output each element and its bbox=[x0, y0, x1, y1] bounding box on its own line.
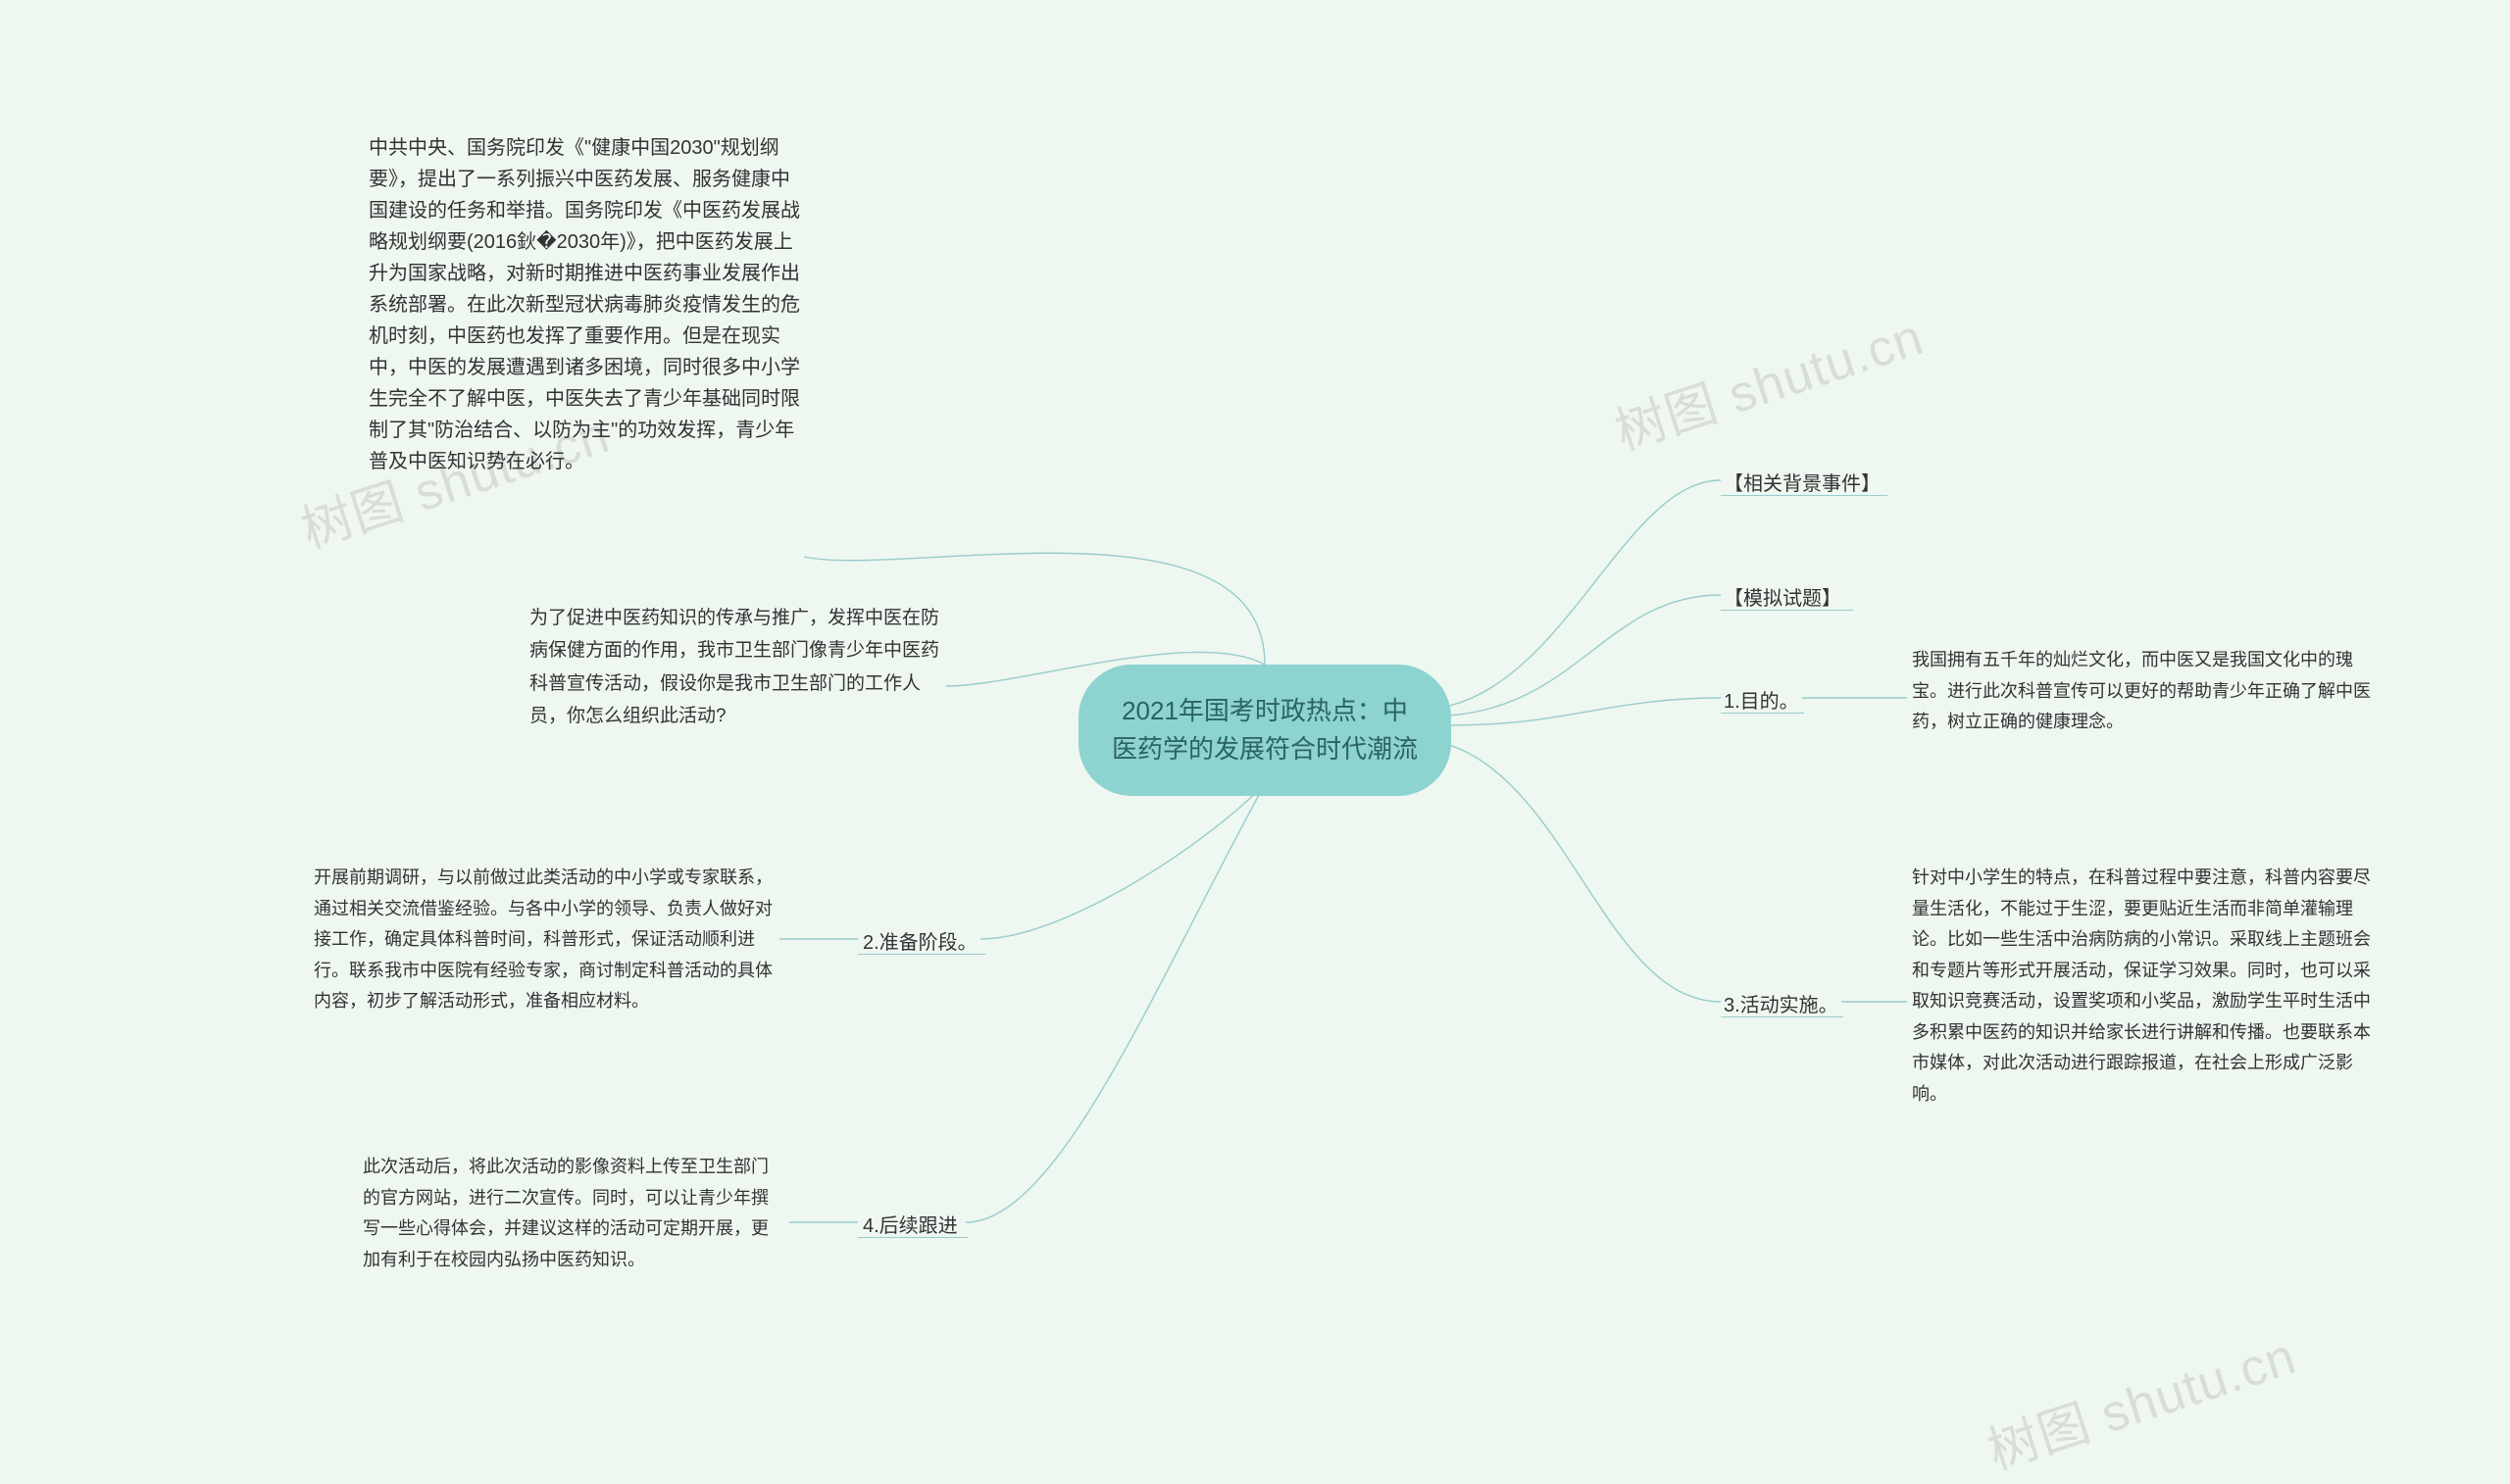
branch-underline bbox=[858, 1237, 968, 1238]
branch-implementation[interactable]: 3.活动实施。 bbox=[1724, 990, 1838, 1022]
branch-underline bbox=[1721, 713, 1804, 714]
branch-underline bbox=[1721, 495, 1887, 496]
edge bbox=[1449, 745, 1721, 1002]
branch-mock[interactable]: 【模拟试题】 bbox=[1724, 583, 1841, 616]
leaf-followup: 此次活动后，将此次活动的影像资料上传至卫生部门的官方网站，进行二次宣传。同时，可… bbox=[363, 1152, 784, 1275]
branch-purpose[interactable]: 1.目的。 bbox=[1724, 686, 1799, 718]
branch-preparation[interactable]: 2.准备阶段。 bbox=[863, 927, 978, 960]
edge bbox=[1449, 480, 1721, 706]
leaf-mock-question: 为了促进中医药知识的传承与推广，发挥中医在防病保健方面的作用，我市卫生部门像青少… bbox=[529, 602, 941, 732]
branch-underline bbox=[1721, 1016, 1843, 1017]
leaf-background-event: 中共中央、国务院印发《"健康中国2030"规划纲要》，提出了一系列振兴中医药发展… bbox=[369, 132, 800, 477]
watermark: 树图 shutu.cn bbox=[1977, 1314, 2303, 1483]
branch-background-event[interactable]: 【相关背景事件】 bbox=[1724, 469, 1881, 501]
leaf-preparation: 开展前期调研，与以前做过此类活动的中小学或专家联系，通过相关交流借鉴经验。与各中… bbox=[314, 863, 775, 1017]
branch-underline bbox=[858, 954, 985, 955]
watermark: 树图 shutu.cn bbox=[1604, 295, 1931, 464]
leaf-implementation: 针对中小学生的特点，在科普过程中要注意，科普内容要尽量生活化，不能过于生涩，要更… bbox=[1912, 863, 2383, 1110]
leaf-purpose: 我国拥有五千年的灿烂文化，而中医又是我国文化中的瑰宝。进行此次科普宣传可以更好的… bbox=[1912, 645, 2373, 738]
branch-underline bbox=[1721, 610, 1853, 611]
edge bbox=[980, 784, 1265, 939]
edge bbox=[1449, 698, 1721, 725]
mindmap-canvas: 树图 shutu.cn 树图 shutu.cn 树图 shutu.cn 2021… bbox=[0, 0, 2510, 1450]
branch-followup[interactable]: 4.后续跟进 bbox=[863, 1211, 958, 1243]
edge bbox=[1449, 595, 1721, 716]
edge bbox=[966, 784, 1265, 1222]
center-node[interactable]: 2021年国考时政热点：中医药学的发展符合时代潮流 bbox=[1079, 665, 1451, 796]
